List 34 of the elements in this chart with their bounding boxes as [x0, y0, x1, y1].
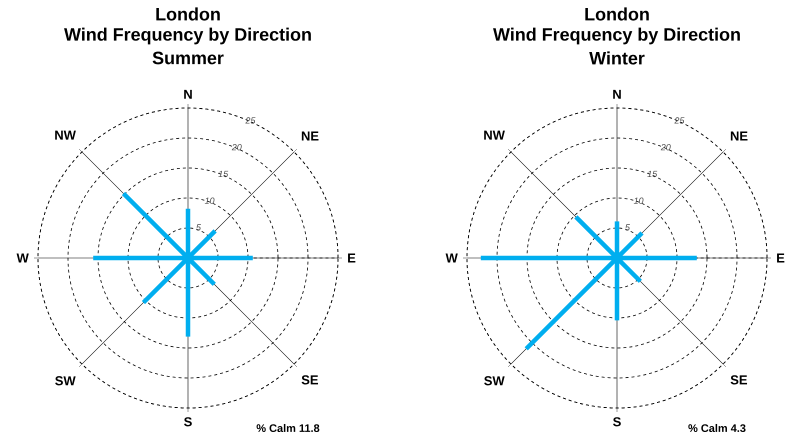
text: Winter — [589, 51, 645, 65]
spoke-label: E — [777, 254, 784, 262]
y-tick-label: 5 — [196, 224, 201, 231]
spoke-label: S — [184, 417, 192, 426]
spoke-label: SE — [302, 375, 318, 384]
spoke-label: N — [184, 90, 192, 99]
y-tick-label: 15 — [218, 170, 228, 178]
y-tick-label: 20 — [232, 144, 242, 150]
spoke-label: SW — [55, 376, 76, 386]
spoke-label: SE — [730, 375, 748, 384]
text: % Calm 4.3 — [688, 424, 746, 432]
y-tick-label: 25 — [674, 117, 684, 124]
y-tick-label: 5 — [625, 224, 630, 231]
y-tick-label: 20 — [660, 144, 671, 150]
y-tick-label: 10 — [634, 197, 644, 204]
chart-subtitle: Wind Frequency by Direction — [64, 28, 311, 44]
y-tick-label: 10 — [204, 197, 214, 204]
spoke-label: NW — [484, 130, 505, 140]
spoke-label: W — [446, 254, 458, 262]
spoke-label: NW — [55, 130, 76, 140]
spoke-label: W — [16, 254, 29, 262]
spoke-label: N — [613, 90, 621, 99]
spoke-label: S — [613, 417, 621, 426]
chart-title: London — [585, 7, 649, 21]
chart-subtitle: Wind Frequency by Direction — [493, 28, 740, 44]
spoke-label: SW — [484, 376, 505, 386]
y-tick-label: 15 — [647, 170, 658, 178]
chart-title: London — [156, 7, 220, 21]
spoke-label: E — [348, 254, 356, 262]
text: Summer — [152, 52, 224, 64]
y-tick-label: 25 — [245, 117, 256, 124]
spoke-label: NE — [302, 132, 318, 140]
spoke-label: NE — [730, 132, 748, 140]
text: % Calm 11.8 — [256, 424, 320, 432]
